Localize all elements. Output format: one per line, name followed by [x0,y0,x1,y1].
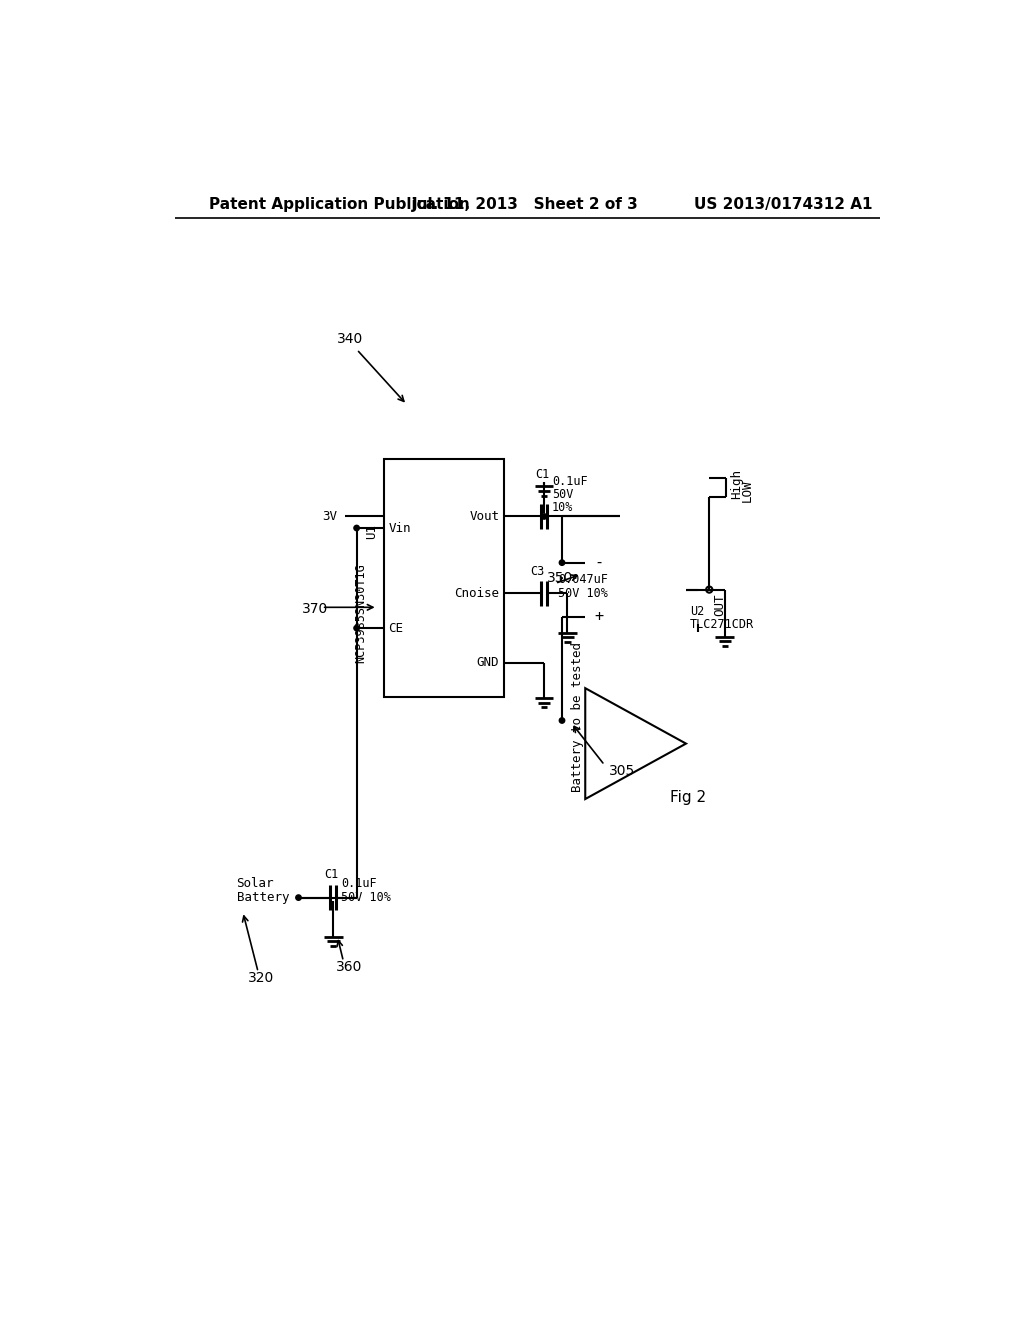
Text: Vin: Vin [388,521,411,535]
Text: Battery to be tested: Battery to be tested [571,642,585,792]
Circle shape [354,626,359,631]
Text: NCP3985SN30T1G: NCP3985SN30T1G [354,562,367,663]
Text: 3V: 3V [323,510,337,523]
Text: 50V: 50V [552,488,573,502]
Text: US 2013/0174312 A1: US 2013/0174312 A1 [693,197,872,213]
Text: 350: 350 [547,572,572,585]
Text: C1: C1 [535,467,549,480]
Circle shape [559,718,564,723]
Text: 305: 305 [608,763,635,777]
Text: 320: 320 [248,972,274,986]
Text: High: High [730,469,743,499]
Text: Battery: Battery [237,891,289,904]
Text: Fig 2: Fig 2 [671,789,707,805]
Text: +: + [595,609,604,624]
Circle shape [542,513,547,519]
Text: LOW: LOW [740,479,754,503]
Text: 340: 340 [337,333,364,346]
Text: 0.1uF: 0.1uF [341,878,377,890]
Text: U1: U1 [366,524,379,540]
Text: Jul. 11, 2013   Sheet 2 of 3: Jul. 11, 2013 Sheet 2 of 3 [412,197,638,213]
Text: -: - [595,556,604,570]
Text: 0.1uF: 0.1uF [552,475,588,488]
Text: 360: 360 [336,960,362,974]
Text: Solar: Solar [237,878,274,890]
Text: Vout: Vout [469,510,500,523]
Text: 50V 10%: 50V 10% [558,587,608,601]
Text: GND: GND [477,656,500,669]
Text: 10%: 10% [552,500,573,513]
Text: Patent Application Publication: Patent Application Publication [209,197,470,213]
Text: 50V 10%: 50V 10% [341,891,391,904]
Text: C3: C3 [530,565,545,578]
Bar [384,459,504,697]
Text: TLC271CDR: TLC271CDR [690,618,754,631]
Text: OUT: OUT [713,594,726,616]
Text: CE: CE [388,622,403,635]
Circle shape [354,525,359,531]
Text: C1: C1 [324,869,338,880]
Text: 370: 370 [302,602,329,616]
Text: Cnoise: Cnoise [455,587,500,601]
Circle shape [559,560,564,565]
Text: U2: U2 [690,605,705,618]
Text: 0.047uF: 0.047uF [558,573,608,586]
Circle shape [296,895,301,900]
